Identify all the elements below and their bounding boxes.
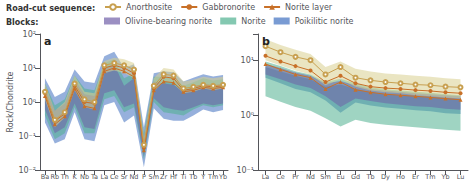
svg-text:Ti: Ti	[180, 173, 187, 181]
svg-text:Sm: Sm	[320, 173, 330, 181]
svg-text:10⁻¹: 10⁻¹	[18, 132, 36, 141]
svg-text:Gd: Gd	[351, 173, 360, 181]
svg-text:Lu: Lu	[457, 173, 465, 181]
svg-text:Ta: Ta	[90, 173, 98, 181]
svg-text:Ce: Ce	[276, 173, 285, 181]
svg-text:Zr: Zr	[160, 173, 167, 181]
svg-text:b: b	[262, 35, 270, 48]
svg-text:Poikilitic norite: Poikilitic norite	[295, 17, 354, 26]
svg-text:a: a	[44, 35, 51, 48]
svg-text:Road-cut sequence:: Road-cut sequence:	[6, 4, 95, 13]
svg-text:Olivine-bearing norite: Olivine-bearing norite	[125, 17, 212, 26]
svg-text:10⁻¹: 10⁻¹	[236, 166, 254, 175]
svg-text:Nb: Nb	[80, 173, 89, 181]
svg-text:Ce: Ce	[110, 173, 119, 181]
svg-text:10¹: 10¹	[241, 56, 254, 65]
svg-text:K: K	[72, 173, 77, 181]
svg-text:10¹: 10¹	[23, 64, 36, 73]
svg-text:Th: Th	[60, 173, 69, 181]
svg-text:Yb: Yb	[440, 173, 449, 181]
svg-text:Ba: Ba	[41, 173, 49, 181]
svg-text:Yb: Yb	[218, 173, 227, 181]
svg-text:Sm: Sm	[149, 173, 159, 181]
svg-text:Er: Er	[412, 173, 419, 181]
svg-text:10⁻²: 10⁻²	[18, 166, 36, 175]
svg-text:La: La	[101, 173, 109, 181]
svg-text:Anorthosite: Anorthosite	[126, 3, 172, 12]
svg-text:Hf: Hf	[170, 173, 178, 181]
svg-text:Norite: Norite	[241, 17, 266, 26]
svg-text:Blocks:: Blocks:	[6, 18, 38, 27]
svg-text:Nd: Nd	[130, 173, 139, 181]
svg-text:Nd: Nd	[306, 173, 315, 181]
svg-text:Rb: Rb	[51, 173, 60, 181]
svg-text:10⁰: 10⁰	[241, 111, 254, 120]
svg-text:Dy: Dy	[381, 173, 390, 181]
svg-text:Pr: Pr	[292, 173, 299, 181]
svg-text:Norite layer: Norite layer	[285, 3, 333, 12]
svg-text:Tb: Tb	[188, 173, 197, 181]
svg-text:Eu: Eu	[336, 173, 344, 181]
svg-text:10²: 10²	[23, 30, 36, 39]
svg-text:Gabbronorite: Gabbronorite	[202, 3, 255, 12]
svg-text:La: La	[262, 173, 270, 181]
svg-text:Tm: Tm	[207, 173, 218, 181]
svg-text:10⁰: 10⁰	[23, 98, 36, 107]
svg-text:P: P	[142, 173, 146, 181]
svg-text:Sr: Sr	[121, 173, 128, 181]
svg-text:Rock/Chondrite: Rock/Chondrite	[6, 71, 15, 132]
svg-text:Y: Y	[200, 173, 205, 181]
svg-text:Tb: Tb	[365, 173, 374, 181]
svg-text:Ho: Ho	[396, 173, 405, 181]
svg-text:Tm: Tm	[424, 173, 435, 181]
